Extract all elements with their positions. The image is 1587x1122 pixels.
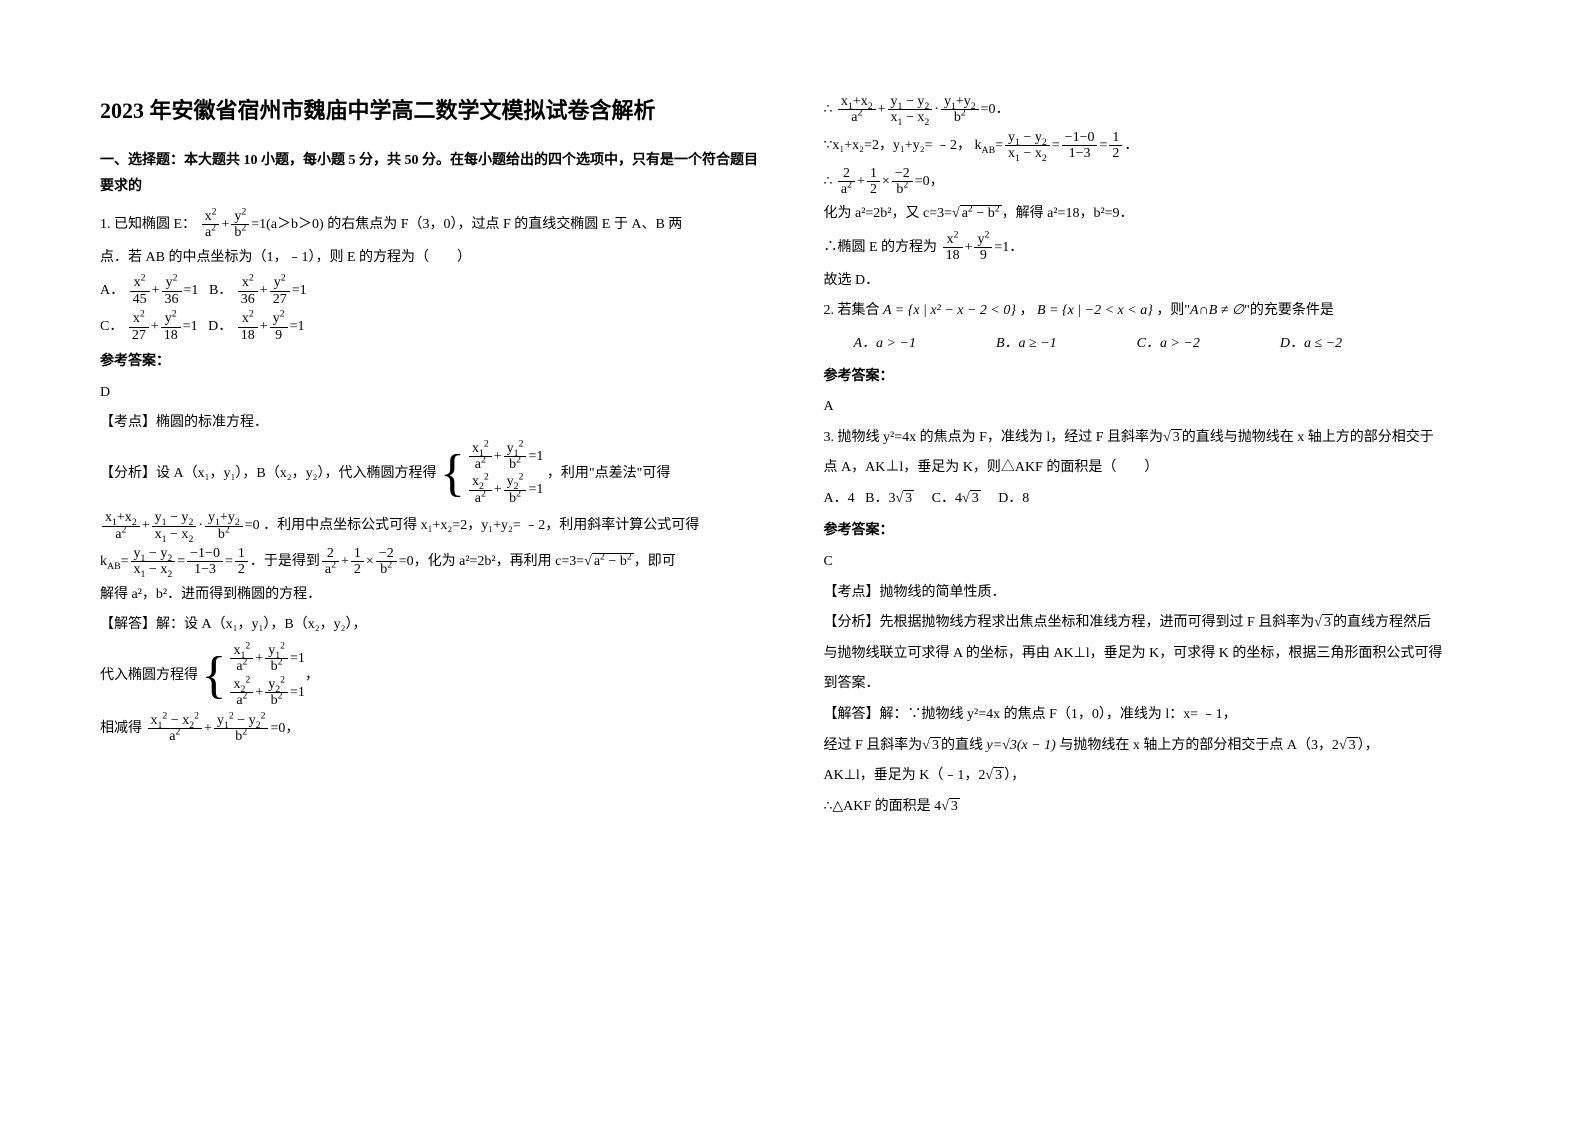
q3-opt-c-val: 4 bbox=[955, 491, 962, 506]
q3-jieda-l2a: 经过 F 且斜率为 bbox=[824, 738, 923, 753]
q1-options-row2: C． x227+y218=1 D． x218+y29=1 bbox=[100, 311, 764, 343]
col2-solve: ，解得 a²=18，b²=9． bbox=[1002, 206, 1134, 221]
right-column: ∴ x1+x2a2+y1 − y2x1 − x2·y1+y2b2=0． ∵x₁+… bbox=[824, 90, 1488, 824]
q2-c2: ，则" bbox=[1156, 303, 1190, 318]
q2-opt-d: D．a ≤ −2 bbox=[1280, 331, 1342, 358]
q3-jieda-l2d: ）， bbox=[1358, 738, 1379, 753]
q3-opt-b-val: 3 bbox=[888, 491, 895, 506]
q3-fenxi-l1: 【分析】先根据抛物线方程求出焦点坐标和准线方程，进而可得到过 F 且斜率为3的直… bbox=[824, 610, 1488, 637]
q1-solve: 解得 a²，b²．进而得到椭圆的方程． bbox=[100, 582, 764, 609]
q1-kab: kAB=y1 − y2x1 − x2=−1−01−3=12．于是得到2a2+12… bbox=[100, 546, 764, 578]
col2-xy: ∵x₁+x₂=2，y₁+y₂= ﹣2， kAB=y1 − y2x1 − x2=−… bbox=[824, 130, 1488, 162]
q1-text1: 的右焦点为 F（3，0），过点 F 的直线交椭圆 E 于 A、B 两 bbox=[327, 217, 682, 232]
q1-fenxi-post: ，利用"点差法"可得 bbox=[547, 466, 670, 481]
q1-fenxi-pre: 【分析】设 A（x₁，y₁），B（x₂，y₂），代入椭圆方程得 bbox=[100, 466, 436, 481]
q1-text2: 点．若 AB 的中点坐标为（1，﹣1），则 E 的方程为（ ） bbox=[100, 245, 764, 272]
q2-setA: A = {x | x² − x − 2 < 0} bbox=[883, 303, 1016, 318]
q1-opt-d-label: D． bbox=[208, 319, 232, 334]
q3-jieda-l3: AK⊥l，垂足为 K（﹣1，23）， bbox=[824, 763, 1488, 790]
col2-guD: 故选 D． bbox=[824, 268, 1488, 295]
q1-opt-a-label: A． bbox=[100, 283, 124, 298]
q1-stem: 1. 已知椭圆 E： x2a2+y2b2=1(a＞b＞0) 的右焦点为 F（3，… bbox=[100, 209, 764, 241]
q1-ref-answer-label: 参考答案： bbox=[100, 349, 764, 376]
col2-eq2: ∴ 2a2+12×−2b2=0， bbox=[824, 166, 1488, 198]
q3-options: A．4 B．33 C．43 D．8 bbox=[824, 486, 1488, 513]
q1-jieda-pre: 【解答】解：设 A（x₁，y₁），B（x₂，y₂）， bbox=[100, 612, 764, 639]
q3-jieda-l2c: 与抛物线在 x 轴上方的部分相交于点 A（3，2 bbox=[1059, 738, 1339, 753]
q3-jieda-l1: 【解答】解：∵抛物线 y²=4x 的焦点 F（1，0），准线为 l：x= ﹣1， bbox=[824, 702, 1488, 729]
q3-fenxi-l2: 与抛物线联立可求得 A 的坐标，再由 AK⊥l，垂足为 K，可求得 K 的坐标，… bbox=[824, 641, 1488, 668]
q3-opt-b: B． bbox=[865, 491, 888, 506]
col2-so2: ∴ bbox=[824, 174, 833, 189]
q1-system-1: { x12a2+y12b2=1 x22a2+y22b2=1 bbox=[440, 441, 543, 507]
q3-stem: 3. 抛物线 y²=4x 的焦点为 F，准线为 l，经过 F 且斜率为3的直线与… bbox=[824, 425, 1488, 452]
q1-mid3: ，即可 bbox=[634, 554, 676, 569]
q2-opt-c: C．a > −2 bbox=[1137, 331, 1200, 358]
col2-ellipse: ∴椭圆 E 的方程为 x218+y29=1． bbox=[824, 232, 1488, 264]
q2-options: A．a > −1 B．a ≥ −1 C．a > −2 D．a ≤ −2 bbox=[854, 331, 1488, 358]
section-one-heading: 一、选择题：本大题共 10 小题，每小题 5 分，共 50 分。在每小题给出的四… bbox=[100, 148, 764, 201]
q3-jieda-l3b: ）， bbox=[1004, 768, 1025, 783]
q2-ref-answer-label: 参考答案： bbox=[824, 364, 1488, 391]
q1-options-row1: A． x245+y236=1 B． x236+y227=1 bbox=[100, 275, 764, 307]
col2-hua-text: 化为 a²=2b²，又 c=3= bbox=[824, 206, 953, 221]
q2-setB: B = {x | −2 < x < a} bbox=[1037, 303, 1153, 318]
page: 2023 年安徽省宿州市魏庙中学高二数学文模拟试卷含解析 一、选择题：本大题共 … bbox=[0, 0, 1587, 864]
q3-jieda-l2b: 的直线 bbox=[941, 738, 983, 753]
frac-y2-b2: y2b2 bbox=[231, 209, 249, 241]
q3-kaodian: 【考点】抛物线的简单性质． bbox=[824, 580, 1488, 607]
q1-opt-c-label: C． bbox=[100, 319, 123, 334]
col2-xy-text: ∵x₁+x₂=2，y₁+y₂= ﹣2， bbox=[824, 138, 972, 153]
q2-opt-b: B．a ≥ −1 bbox=[996, 331, 1057, 358]
q3-opt-c: C． bbox=[932, 491, 955, 506]
q3-pre: 3. 抛物线 y²=4x 的焦点为 F，准线为 l，经过 F 且斜率为 bbox=[824, 430, 1164, 445]
q3-line2: 点 A，AK⊥l，垂足为 K，则△AKF 的面积是（ ） bbox=[824, 455, 1488, 482]
q1-cond: =1(a＞b＞0) bbox=[251, 217, 323, 232]
col2-ellipse-text: ∴椭圆 E 的方程为 bbox=[824, 240, 938, 255]
q3-jieda-l2: 经过 F 且斜率为3的直线 y=√3(x − 1) 与抛物线在 x 轴上方的部分… bbox=[824, 733, 1488, 760]
q1-mid1: ．于是得到 bbox=[250, 554, 320, 569]
q1-jieda-sub: 代入椭圆方程得 { x12a2+y12b2=1 x22a2+y22b2=1 ， bbox=[100, 643, 764, 709]
q3-answer: C bbox=[824, 549, 1488, 576]
q1-prefix: 1. 已知椭圆 E： bbox=[100, 217, 196, 232]
q1-system-2: { x12a2+y12b2=1 x22a2+y22b2=1 bbox=[202, 643, 305, 709]
q1-fenxi: 【分析】设 A（x₁，y₁），B（x₂，y₂），代入椭圆方程得 { x12a2+… bbox=[100, 441, 764, 507]
q3-opt-a: A．4 bbox=[824, 491, 855, 506]
q1-subtract: 相减得 x12 − x22a2+y12 − y22b2=0， bbox=[100, 713, 764, 745]
left-column: 2023 年安徽省宿州市魏庙中学高二数学文模拟试卷含解析 一、选择题：本大题共 … bbox=[100, 90, 764, 824]
q3-mid: 的直线与抛物线在 x 轴上方的部分相交于 bbox=[1182, 430, 1434, 445]
q3-ref-answer-label: 参考答案： bbox=[824, 518, 1488, 545]
exam-title: 2023 年安徽省宿州市魏庙中学高二数学文模拟试卷含解析 bbox=[100, 90, 764, 132]
q1-eq-diff: x1+x2a2+y1 − y2x1 − x2·y1+y2b2=0 ．利用中点坐标… bbox=[100, 510, 764, 542]
q2-opt-a: A．a > −1 bbox=[854, 331, 916, 358]
q2-c1: ， bbox=[1019, 303, 1033, 318]
q3-jieda-l2-eq: y=√3(x − 1) bbox=[986, 738, 1055, 753]
q2-cond: A∩B ≠ ∅ bbox=[1190, 303, 1244, 318]
q3-jieda-l4: ∴△AKF 的面积是 43 bbox=[824, 794, 1488, 821]
q2-pre: 2. 若集合 bbox=[824, 303, 880, 318]
q3-jieda-l4a: ∴△AKF 的面积是 4 bbox=[824, 799, 942, 814]
q2-stem: 2. 若集合 A = {x | x² − x − 2 < 0} ， B = {x… bbox=[824, 298, 1488, 325]
q1-answer: D bbox=[100, 380, 764, 407]
q1-mid2: ，化为 a²=2b²，再利用 c=3= bbox=[414, 554, 585, 569]
col2-so1: ∴ bbox=[824, 102, 833, 117]
frac-x2-a2: x2a2 bbox=[202, 209, 220, 241]
q3-jieda-l3a: AK⊥l，垂足为 K（﹣1，2 bbox=[824, 768, 986, 783]
q3-fenxi-post: 的直线方程然后 bbox=[1333, 615, 1431, 630]
q1-eq1-post: ．利用中点坐标公式可得 x₁+x₂=2，y₁+y₂= ﹣2，利用斜率计算公式可得 bbox=[263, 518, 699, 533]
q1-jieda-sub-text: 代入椭圆方程得 bbox=[100, 668, 198, 683]
col2-hua: 化为 a²=2b²，又 c=3=a2 − b2，解得 a²=18，b²=9． bbox=[824, 201, 1488, 228]
q2-post: "的充要条件是 bbox=[1244, 303, 1334, 318]
col2-eq1: ∴ x1+x2a2+y1 − y2x1 − x2·y1+y2b2=0． bbox=[824, 94, 1488, 126]
q3-fenxi-l3: 到答案． bbox=[824, 671, 1488, 698]
q1-kaodian: 【考点】椭圆的标准方程． bbox=[100, 410, 764, 437]
q2-answer: A bbox=[824, 394, 1488, 421]
q1-sub-pre: 相减得 bbox=[100, 721, 142, 736]
q3-opt-d: D．8 bbox=[998, 491, 1029, 506]
q3-fenxi-pre: 【分析】先根据抛物线方程求出焦点坐标和准线方程，进而可得到过 F 且斜率为 bbox=[824, 615, 1315, 630]
q1-opt-b-label: B． bbox=[209, 283, 232, 298]
